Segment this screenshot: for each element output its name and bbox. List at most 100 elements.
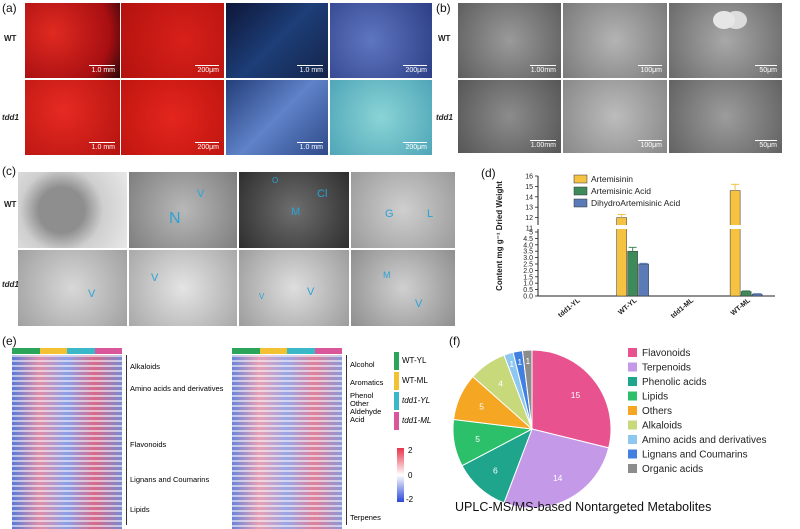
pie-slice-label: 4 (498, 378, 503, 388)
y-tick-label: 1.0 (523, 281, 533, 288)
scale-bar: 200μm (195, 142, 219, 151)
y-axis-label: Content mg g⁻¹ Dried Weight (495, 181, 504, 291)
category-other: Other (350, 399, 369, 408)
panel-c-image-tdd1-3: V V (239, 250, 349, 326)
panel-b-image-tdd1-2: 100μm (563, 80, 667, 153)
pie-legend-label: Organic acids (642, 464, 703, 475)
y-tick-label: 16 (525, 174, 533, 181)
panel-b-image-tdd1-1: 1.00mm (458, 80, 561, 153)
legend-swatch (573, 198, 588, 208)
legend-swatch (573, 174, 588, 184)
pie-slice-label: 1 (517, 357, 522, 367)
x-tick-label: WT-YL (617, 297, 639, 317)
scale-bar: 200μm (403, 65, 427, 74)
group-legend-tdd1-yl: tdd1-YL (394, 392, 454, 412)
panel-c-row-wt: WT (4, 200, 17, 209)
y-tick-label: 3.0 (523, 255, 533, 262)
panel-e-label: (e) (2, 334, 17, 348)
label-m: M (291, 206, 301, 218)
panel-b-row-tdd1: tdd1 (436, 113, 453, 122)
label-v: V (151, 272, 159, 284)
category-lignans: Lignans and Coumarins (130, 475, 210, 484)
panel-a-image-wt-4: 200μm (330, 3, 432, 78)
bar-break (615, 225, 628, 229)
label-l: L (427, 208, 434, 220)
category-phenol: Phenol (350, 391, 374, 400)
pie-caption: UPLC-MS/MS-based Nontargeted Metabolites (455, 500, 712, 514)
label-v: V (88, 288, 96, 300)
panel-b-image-wt-1: 1.00mm (458, 3, 561, 78)
panel-c-image-wt-2: V N (129, 172, 237, 248)
group-color-strip-left (12, 348, 122, 354)
panel-a-image-tdd1-2: 200μm (121, 80, 224, 155)
pie-legend-swatch (628, 362, 637, 372)
x-tick-label: tdd1-YL (557, 297, 582, 320)
panel-c-image-wt-3: O Cl M (239, 172, 349, 248)
y-tick-label: 14 (525, 194, 533, 201)
scale-bar: 1.0 mm (297, 65, 323, 74)
heatmap-left (12, 355, 122, 529)
pie-legend-label: Terpenoids (642, 363, 691, 374)
pie-slice-label: 5 (475, 434, 480, 444)
category-alkaloids: Alkaloids (130, 362, 161, 371)
pie-legend-label: Amino acids and derivatives (642, 435, 767, 446)
group-legend: WT-YL WT-ML tdd1-YL tdd1-ML (394, 352, 454, 432)
scale-bar: 1.0 mm (89, 142, 115, 151)
panel-b-label: (b) (436, 1, 451, 15)
panel-b-image-tdd1-3: 50μm (669, 80, 782, 153)
group-legend-tdd1-ml: tdd1-ML (394, 412, 454, 432)
scale-bar: 50μm (755, 140, 777, 149)
group-legend-wt-ml: WT-ML (394, 372, 454, 392)
legend-label: Artemisinic Acid (591, 186, 651, 196)
pie-legend-label: Lignans and Coumarins (642, 450, 748, 461)
category-alcohol: Alcohol (350, 360, 375, 369)
scale-bar: 1.0 mm (297, 142, 323, 151)
bar-WT-YL-dihydroartemisinic-acid (638, 263, 649, 297)
pie-legend-label: Alkaloids (642, 421, 682, 432)
y-tick-label: 0.0 (523, 294, 533, 301)
category-terpenes: Terpenes (350, 513, 381, 522)
scale-bar: 100μm (638, 65, 662, 74)
category-amino-acids: Amino acids and derivatives (130, 384, 224, 393)
scale-bar: 200μm (403, 142, 427, 151)
category-aldehyde: Aldehyde (350, 407, 382, 416)
bar-WT-ML-artemisinic-acid (740, 291, 752, 297)
pie-legend-swatch (628, 391, 637, 401)
pie-legend-label: Lipids (642, 392, 668, 403)
panel-a-image-tdd1-1: 1.0 mm (25, 80, 120, 155)
bar-break (729, 225, 742, 229)
pie-slice-label: 14 (553, 473, 563, 483)
panel-f-label: (f) (449, 334, 461, 348)
y-tick-label: 0.5 (523, 287, 533, 294)
heatmap-color-scale (397, 448, 404, 502)
y-tick-label: 2.0 (523, 268, 533, 275)
y-tick-label: 12 (525, 215, 533, 222)
heatmap-right-bracket (346, 355, 347, 525)
axis-break (533, 225, 543, 229)
panel-a-image-wt-2: 200μm (121, 3, 224, 78)
label-v: V (307, 286, 315, 298)
pie-slice-label: 6 (493, 465, 498, 475)
scale-bar: 100μm (638, 140, 662, 149)
pie-legend-swatch (628, 464, 637, 473)
panel-b-image-wt-3: 50μm (669, 3, 782, 78)
color-scale-tick-2: 2 (408, 446, 413, 455)
category-acid: Acid (350, 415, 365, 424)
bar-WT-YL-artemisinin (616, 217, 627, 297)
legend-label: DihydroArtemisinic Acid (591, 198, 681, 208)
pie-legend-swatch (628, 377, 637, 386)
panel-c-image-wt-1 (18, 172, 127, 248)
label-o: O (272, 176, 279, 185)
label-v: V (415, 298, 423, 310)
category-lipids: Lipids (130, 505, 150, 514)
y-tick-label: 5 (529, 230, 533, 237)
pie-legend-label: Phenolic acids (642, 377, 706, 388)
heatmap-right (232, 355, 342, 529)
scale-bar: 1.0 mm (89, 65, 115, 74)
scale-bar: 1.00mm (530, 67, 556, 74)
color-scale-tick-0: 0 (408, 471, 413, 480)
pie-legend-label: Others (642, 406, 672, 417)
y-tick-label: 1.5 (523, 274, 533, 281)
category-aromatics: Aromatics (350, 378, 384, 387)
